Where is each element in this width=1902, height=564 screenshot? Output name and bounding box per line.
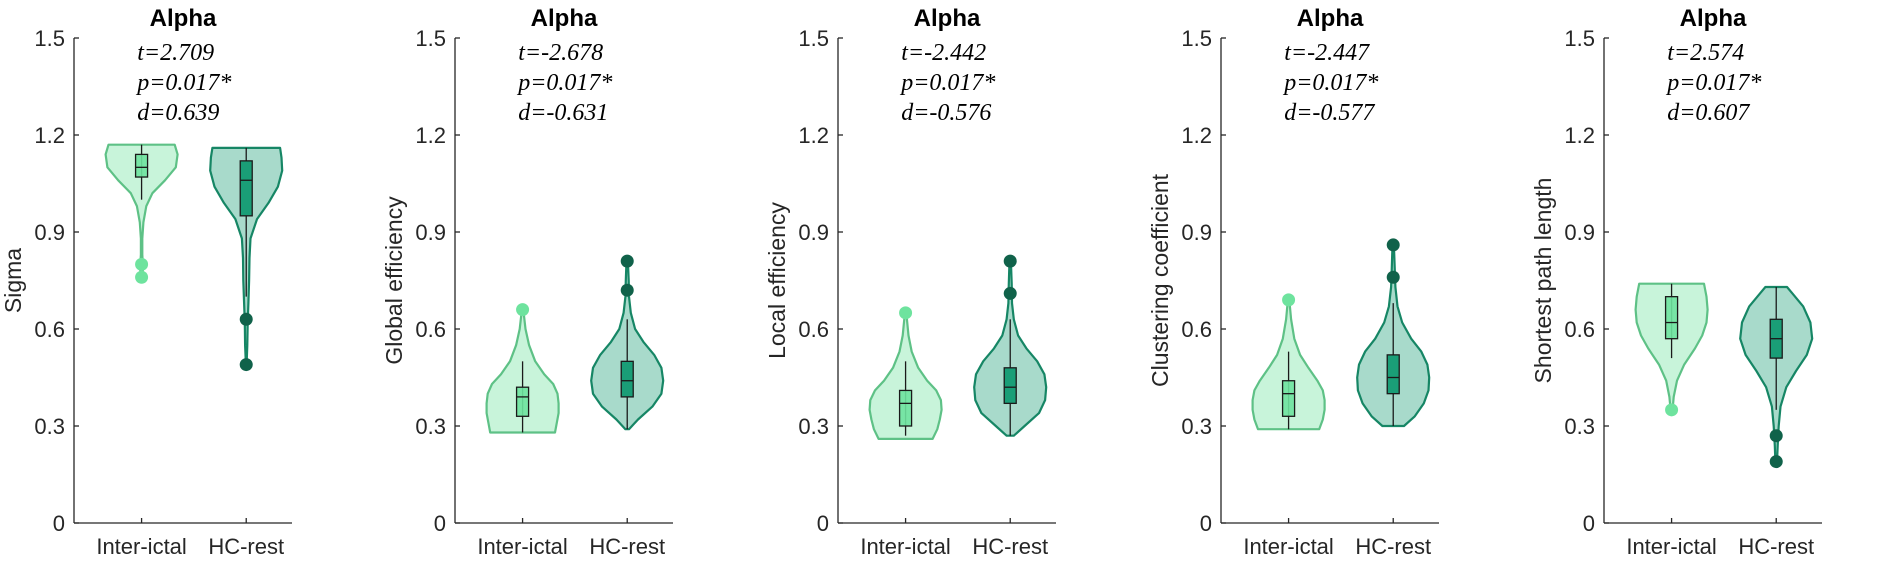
y-tick-label: 1.2 bbox=[1564, 123, 1595, 148]
x-tick-label: HC-rest bbox=[1738, 534, 1814, 559]
stat-annotation: d=-0.576 bbox=[901, 100, 991, 126]
y-tick-label: 1.5 bbox=[798, 26, 829, 51]
box bbox=[134, 153, 149, 178]
stat-annotation: t=2.574 bbox=[1667, 40, 1744, 66]
y-tick-label: 1.5 bbox=[415, 26, 446, 51]
outlier-point bbox=[620, 254, 634, 268]
outlier-point bbox=[1003, 286, 1017, 300]
stat-annotation: t=2.709 bbox=[137, 40, 214, 66]
y-axis-title: Sigma bbox=[0, 248, 26, 313]
box bbox=[239, 160, 253, 217]
y-axis-title: Clustering coefficient bbox=[1147, 173, 1173, 387]
box bbox=[1281, 380, 1296, 417]
y-tick-label: 0 bbox=[53, 511, 65, 536]
chart-title: Alpha bbox=[1680, 5, 1747, 32]
outlier-point bbox=[620, 283, 634, 297]
y-axis-title: Local efficiency bbox=[764, 202, 790, 359]
y-tick-label: 0.9 bbox=[34, 220, 65, 245]
y-tick-label: 0.9 bbox=[798, 220, 829, 245]
box bbox=[1003, 367, 1017, 405]
outlier-point bbox=[1386, 238, 1400, 252]
box bbox=[620, 360, 634, 398]
stat-annotation: d=-0.631 bbox=[518, 100, 608, 126]
box bbox=[515, 386, 530, 417]
y-tick-label: 0.9 bbox=[1181, 220, 1212, 245]
violin-inter-ictal bbox=[104, 143, 179, 282]
y-tick-label: 0.6 bbox=[34, 317, 65, 342]
y-tick-label: 1.5 bbox=[1181, 26, 1212, 51]
y-tick-label: 1.5 bbox=[1564, 26, 1595, 51]
box bbox=[1386, 354, 1400, 395]
y-tick-label: 1.2 bbox=[1181, 123, 1212, 148]
x-tick-label: Inter-ictal bbox=[1243, 534, 1333, 559]
x-tick-label: Inter-ictal bbox=[1626, 534, 1716, 559]
stat-annotation: d=0.639 bbox=[137, 100, 219, 126]
panel-1: 0 0.3 0.6 0.9 1.2 1.5 Sigma Alpha t=2.709 p=0.017… bbox=[0, 5, 292, 559]
y-tick-label: 0.3 bbox=[34, 414, 65, 439]
y-tick-label: 0.6 bbox=[415, 317, 446, 342]
box bbox=[1664, 296, 1679, 340]
y-tick-label: 0.6 bbox=[798, 317, 829, 342]
outlier-point bbox=[135, 270, 149, 284]
y-tick-label: 1.5 bbox=[34, 26, 65, 51]
stat-annotation: p=0.017* bbox=[1665, 70, 1761, 96]
x-tick-label: Inter-ictal bbox=[477, 534, 567, 559]
y-tick-label: 0.9 bbox=[1564, 220, 1595, 245]
y-tick-label: 0.3 bbox=[1564, 414, 1595, 439]
stat-annotation: p=0.017* bbox=[516, 70, 612, 96]
stat-annotation: p=0.017* bbox=[1282, 70, 1378, 96]
outlier-point bbox=[1769, 455, 1783, 469]
outlier-point bbox=[135, 257, 149, 271]
y-tick-label: 0.3 bbox=[1181, 414, 1212, 439]
stat-annotation: d=-0.577 bbox=[1284, 100, 1375, 126]
outlier-point bbox=[1665, 403, 1679, 417]
y-tick-label: 0.3 bbox=[798, 414, 829, 439]
panel-2: 0 0.3 0.6 0.9 1.2 1.5 Global efficiency Alpha t=… bbox=[381, 5, 673, 559]
stat-annotation: d=0.607 bbox=[1667, 100, 1750, 126]
panel-5: 0 0.3 0.6 0.9 1.2 1.5 Shortest path length Alph… bbox=[1530, 5, 1822, 559]
y-tick-label: 0.6 bbox=[1181, 317, 1212, 342]
box bbox=[898, 389, 913, 427]
y-tick-label: 0 bbox=[1200, 511, 1212, 536]
x-tick-label: HC-rest bbox=[972, 534, 1048, 559]
stat-annotation: p=0.017* bbox=[899, 70, 995, 96]
y-axis-title: Global efficiency bbox=[381, 196, 407, 365]
x-tick-label: HC-rest bbox=[1355, 534, 1431, 559]
chart-title: Alpha bbox=[1297, 5, 1364, 32]
outlier-point bbox=[1386, 270, 1400, 284]
x-tick-label: HC-rest bbox=[208, 534, 284, 559]
chart-title: Alpha bbox=[531, 5, 598, 32]
outlier-point bbox=[1282, 293, 1296, 307]
outlier-point bbox=[1769, 429, 1783, 443]
outlier-point bbox=[239, 312, 253, 326]
y-tick-label: 0.3 bbox=[415, 414, 446, 439]
outlier-point bbox=[1003, 254, 1017, 268]
y-tick-label: 0 bbox=[434, 511, 446, 536]
panel-4: 0 0.3 0.6 0.9 1.2 1.5 Clustering coefficient Al… bbox=[1147, 5, 1439, 559]
stat-annotation: t=-2.442 bbox=[901, 40, 986, 66]
y-tick-label: 0 bbox=[1583, 511, 1595, 536]
chart-title: Alpha bbox=[914, 5, 981, 32]
outlier-point bbox=[516, 303, 530, 317]
stat-annotation: t=-2.447 bbox=[1284, 40, 1370, 66]
x-tick-label: HC-rest bbox=[589, 534, 665, 559]
x-tick-label: Inter-ictal bbox=[860, 534, 950, 559]
stat-annotation: t=-2.678 bbox=[518, 40, 603, 66]
y-tick-label: 0.9 bbox=[415, 220, 446, 245]
stat-annotation: p=0.017* bbox=[135, 70, 231, 96]
chart-title: Alpha bbox=[150, 5, 217, 32]
panel-3: 0 0.3 0.6 0.9 1.2 1.5 Local efficiency Alpha t=-… bbox=[764, 5, 1056, 559]
x-tick-label: Inter-ictal bbox=[96, 534, 186, 559]
y-tick-label: 0 bbox=[817, 511, 829, 536]
y-tick-label: 0.6 bbox=[1564, 317, 1595, 342]
y-tick-label: 1.2 bbox=[798, 123, 829, 148]
y-tick-label: 1.2 bbox=[415, 123, 446, 148]
y-tick-label: 1.2 bbox=[34, 123, 65, 148]
y-axis-title: Shortest path length bbox=[1530, 178, 1556, 384]
outlier-point bbox=[239, 358, 253, 372]
outlier-point bbox=[899, 306, 913, 320]
